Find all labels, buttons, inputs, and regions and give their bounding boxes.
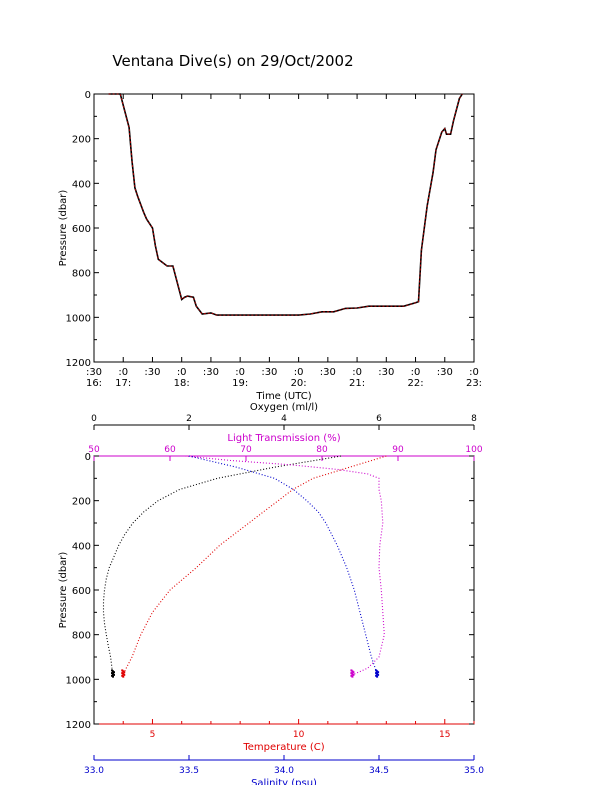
dive-pressure-line-black <box>108 93 463 316</box>
x-tick-label: 23: <box>466 378 482 389</box>
y-tick-label: 800 <box>72 631 91 642</box>
y-tick-label: 1200 <box>66 720 91 731</box>
x-tick-label: 17: <box>115 378 131 389</box>
bottom-sample-marker <box>113 673 115 676</box>
axis-tick-label: 70 <box>240 445 252 455</box>
bottom-sample-marker <box>376 675 379 678</box>
y-tick-label: 600 <box>72 586 91 597</box>
axis-tick-label: 6 <box>376 414 382 424</box>
y-tick-label: 200 <box>72 497 91 508</box>
bottom-sample-marker <box>377 673 380 676</box>
bottom-sample-marker <box>123 673 126 676</box>
axis-tick-label: 2 <box>186 414 192 424</box>
x-tick-label: :30 <box>261 367 277 378</box>
axis-title: Salinity (psu) <box>251 778 317 785</box>
x-tick-label: :0 <box>235 367 245 378</box>
y-axis-label: Pressure (dbar) <box>58 552 69 629</box>
bottom-sample-marker <box>351 675 354 678</box>
axis-tick-label: 34.0 <box>274 766 294 776</box>
axis-tick-label: 33.0 <box>84 766 104 776</box>
axis-tick-label: 33.5 <box>179 766 199 776</box>
profile-line-temperature <box>122 455 387 676</box>
water-column-profile-plot: 0 200 400 600 800 1000 1200 Pressure (dbar) 0 2 4 6… <box>58 402 484 785</box>
profile-line-light <box>185 455 385 676</box>
x-tick-label: :0 <box>177 367 187 378</box>
y-tick-label: 400 <box>72 179 91 190</box>
bottom-sample-marker <box>352 671 355 674</box>
y-tick-label: 400 <box>72 541 91 552</box>
x-tick-label: :30 <box>320 367 336 378</box>
x-tick-label: :0 <box>411 367 421 378</box>
x-tick-label: 19: <box>232 378 248 389</box>
axis-tick-label: 60 <box>164 445 176 455</box>
x-tick-label: :30 <box>144 367 160 378</box>
profile-line-salinity <box>188 455 378 676</box>
axis-title: Light Transmission (%) <box>227 433 340 444</box>
x-tick-label: 18: <box>174 378 190 389</box>
plot-frame <box>93 455 475 725</box>
y-tick-label: 800 <box>72 269 91 280</box>
axis-tick-label: 10 <box>293 730 305 740</box>
plot-frame <box>93 93 475 363</box>
y-tick-label: 1000 <box>66 313 91 324</box>
x-axis-label: Time (UTC) <box>255 391 311 402</box>
axis-tick-label: 15 <box>439 730 450 740</box>
x-tick-label: 20: <box>291 378 307 389</box>
axis-tick-label: 0 <box>91 414 97 424</box>
y-tick-label: 200 <box>72 135 91 146</box>
bottom-sample-marker <box>113 671 115 674</box>
x-tick-label: :30 <box>437 367 453 378</box>
x-tick-label: 21: <box>349 378 365 389</box>
x-tick-label: :0 <box>118 367 128 378</box>
axis-tick-label: 8 <box>471 414 477 424</box>
x-tick-label: 16: <box>86 378 102 389</box>
bottom-sample-marker <box>377 671 380 674</box>
axis-title: Temperature (C) <box>242 742 324 753</box>
axis-tick-label: 4 <box>281 414 287 424</box>
y-tick-label: 0 <box>85 452 91 463</box>
chart-title: Ventana Dive(s) on 29/Oct/2002 <box>112 52 353 70</box>
axis-title: Oxygen (ml/l) <box>250 402 318 413</box>
y-tick-label: 1000 <box>66 675 91 686</box>
axis-tick-label: 100 <box>465 445 482 455</box>
axis-tick-label: 35.0 <box>464 766 484 776</box>
x-tick-label: :0 <box>352 367 362 378</box>
axis-tick-label: 80 <box>316 445 328 455</box>
dive-pressure-line-red <box>108 93 463 316</box>
profile-line-oxygen <box>102 455 342 675</box>
bottom-sample-marker <box>112 675 114 678</box>
x-tick-label: :30 <box>203 367 219 378</box>
x-tick-label: :0 <box>294 367 304 378</box>
axis-tick-label: 90 <box>392 445 404 455</box>
y-tick-label: 600 <box>72 224 91 235</box>
axis-tick-label: 34.5 <box>369 766 389 776</box>
bottom-sample-marker <box>122 675 125 678</box>
dive-profile-plot: 020040060080010001200:3016::017::30:018:… <box>58 90 482 402</box>
axis-tick-label: 5 <box>150 730 156 740</box>
y-tick-label: 1200 <box>66 358 91 369</box>
y-axis-label: Pressure (dbar) <box>58 190 69 267</box>
bottom-sample-marker <box>352 673 355 676</box>
axis-tick-label: 50 <box>88 445 100 455</box>
y-tick-label: 0 <box>85 90 91 101</box>
x-tick-label: :0 <box>469 367 479 378</box>
x-tick-label: :30 <box>378 367 394 378</box>
x-tick-label: 22: <box>407 378 423 389</box>
bottom-sample-marker <box>123 671 126 674</box>
x-tick-label: :30 <box>86 367 102 378</box>
